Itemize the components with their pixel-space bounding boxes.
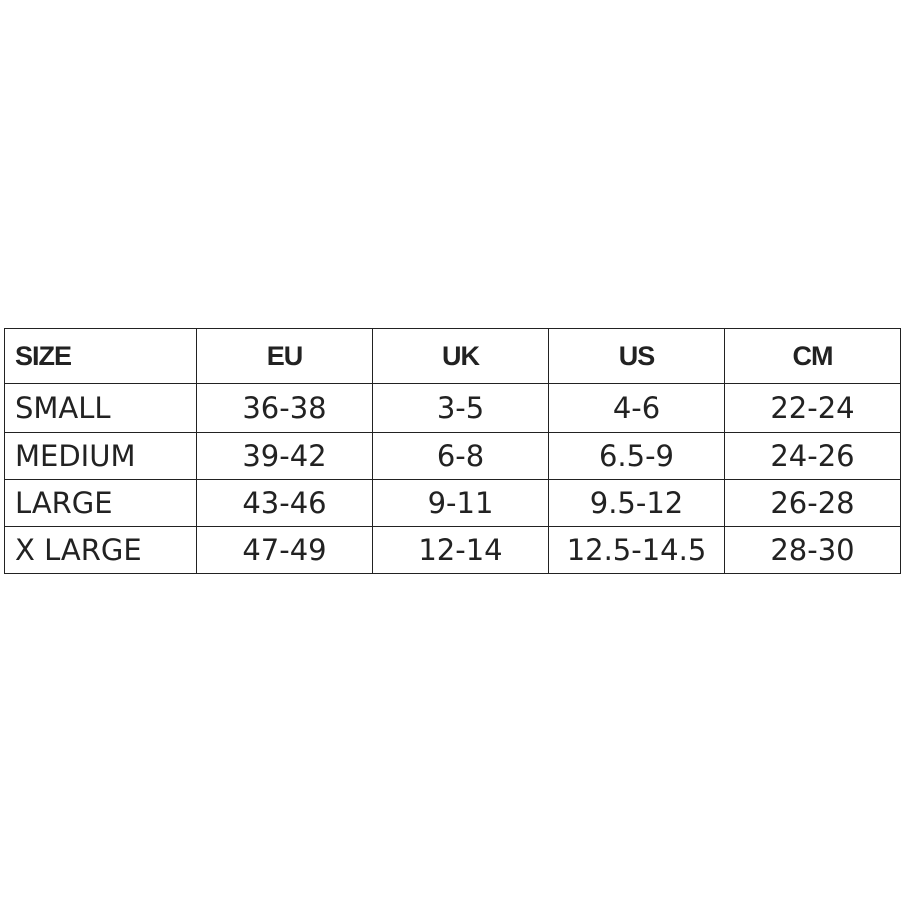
size-cell: 47-49 [196,526,373,574]
size-cell: 43-46 [196,479,373,527]
table-body: SMALL 36-38 3-5 4-6 22-24 MEDIUM 39-42 6-8 6.5-9… [4,383,901,574]
size-label: MEDIUM [4,432,197,480]
size-cell: 22-24 [724,383,901,433]
size-cell: 9-11 [372,479,549,527]
header-cell: US [548,328,725,384]
table-row: MEDIUM 39-42 6-8 6.5-9 24-26 [4,432,901,480]
size-cell: 12-14 [372,526,549,574]
table-row: SMALL 36-38 3-5 4-6 22-24 [4,383,901,433]
size-cell: 4-6 [548,383,725,433]
header-cell: UK [372,328,549,384]
size-cell: 9.5-12 [548,479,725,527]
size-cell: 12.5-14.5 [548,526,725,574]
size-cell: 6-8 [372,432,549,480]
header-cell: SIZE [4,328,197,384]
size-label: X LARGE [4,526,197,574]
size-cell: 28-30 [724,526,901,574]
header-row: SIZE EU UK US CM [4,328,901,384]
size-table: SIZE EU UK US CM SMALL 36-38 3-5 4-6 22-24 MEDIUM… [4,328,901,574]
size-cell: 36-38 [196,383,373,433]
size-cell: 26-28 [724,479,901,527]
size-cell: 39-42 [196,432,373,480]
size-label: LARGE [4,479,197,527]
table-row: LARGE 43-46 9-11 9.5-12 26-28 [4,479,901,527]
size-label: SMALL [4,383,197,433]
size-cell: 24-26 [724,432,901,480]
size-cell: 3-5 [372,383,549,433]
header-cell: EU [196,328,373,384]
header-cell: CM [724,328,901,384]
table-row: X LARGE 47-49 12-14 12.5-14.5 28-30 [4,526,901,574]
size-cell: 6.5-9 [548,432,725,480]
